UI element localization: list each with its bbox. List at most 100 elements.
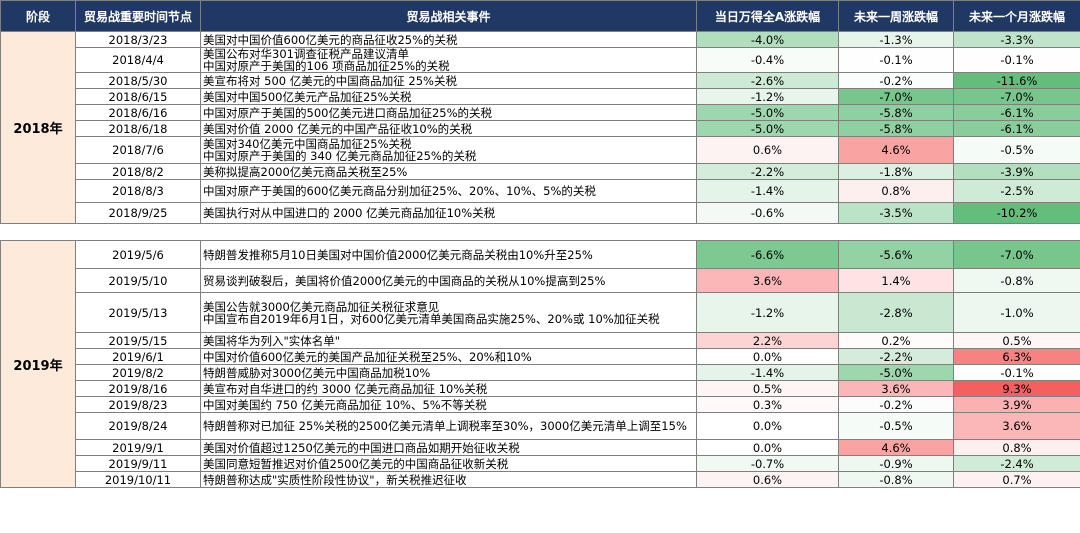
month-change-cell: 0.7% — [953, 471, 1080, 488]
month-change-cell: -6.1% — [953, 120, 1080, 137]
event-cell: 美国对中国500亿美元产品加征25%关税 — [200, 88, 697, 105]
event-cell: 美国公布对华301调查征税产品建议清单 中国对原产于美国的106 项商品加征25… — [200, 47, 697, 73]
table-row: 2018/5/30 美宣布将对 500 亿美元的中国商品加征 25%关税 -2.6%… — [1, 72, 1080, 89]
day-change-cell: 0.6% — [696, 471, 839, 488]
month-change-cell: -0.1% — [953, 47, 1080, 73]
week-change-cell: -0.8% — [838, 471, 954, 488]
week-change-cell: -5.0% — [838, 364, 954, 381]
table-row: 2018/7/6 美国对340亿美元中国商品加征25%关税 中国对原产于美国的 3… — [1, 136, 1080, 164]
week-change-cell: -0.2% — [838, 396, 954, 413]
week-change-cell: -5.6% — [838, 240, 954, 269]
table-row: 2019/8/16 美宣布对自华进口的约 3000 亿美元商品加征 10%关税 0.… — [1, 380, 1080, 397]
month-change-cell: -2.5% — [953, 179, 1080, 203]
month-change-cell: -2.4% — [953, 455, 1080, 472]
date-cell: 2019/8/16 — [75, 380, 201, 397]
week-change-cell: -1.8% — [838, 163, 954, 180]
day-change-cell: -5.0% — [696, 104, 839, 121]
month-change-cell: 6.3% — [953, 348, 1080, 365]
month-change-cell: 0.8% — [953, 439, 1080, 456]
header-day-change: 当日万得全A涨跌幅 — [696, 0, 839, 32]
header-month-change: 未来一个月涨跌幅 — [953, 0, 1080, 32]
day-change-cell: -2.6% — [696, 72, 839, 89]
event-cell: 特朗普称对已加征 25%关税的2500亿美元清单上调税率至30%，3000亿美元… — [200, 412, 697, 440]
table-row: 2019/9/1 美国对价值超过1250亿美元的中国进口商品如期开始征收关税 0.0… — [1, 439, 1080, 456]
event-cell: 美宣布对自华进口的约 3000 亿美元商品加征 10%关税 — [200, 380, 697, 397]
week-change-cell: 1.4% — [838, 268, 954, 293]
week-change-cell: -0.2% — [838, 72, 954, 89]
event-cell: 美国对价值 2000 亿美元的中国产品征收10%的关税 — [200, 120, 697, 137]
header-date: 贸易战重要时间节点 — [75, 0, 201, 32]
week-change-cell: -2.8% — [838, 292, 954, 333]
event-cell: 中国对美国约 750 亿美元商品加征 10%、5%不等关税 — [200, 396, 697, 413]
date-cell: 2018/6/15 — [75, 88, 201, 105]
month-change-cell: 3.9% — [953, 396, 1080, 413]
event-cell: 美国公告就3000亿美元商品加征关税征求意见 中国宣布自2019年6月1日，对6… — [200, 292, 697, 333]
date-cell: 2018/8/3 — [75, 179, 201, 203]
day-change-cell: 0.3% — [696, 396, 839, 413]
month-change-cell: -3.9% — [953, 163, 1080, 180]
day-change-cell: -0.4% — [696, 47, 839, 73]
date-cell: 2018/8/2 — [75, 163, 201, 180]
table-row: 2019/10/11 特朗普称达成"实质性阶段性协议"，新关税推迟征收 0.6% -0… — [1, 471, 1080, 488]
week-change-cell: 4.6% — [838, 439, 954, 456]
table-row: 2019/8/23 中国对美国约 750 亿美元商品加征 10%、5%不等关税 0.… — [1, 396, 1080, 413]
table-body: 2018年 2018/3/23 美国对中国价值600亿美元的商品征收25%的关税 -4… — [0, 31, 1080, 488]
table-row: 2019/5/10 贸易谈判破裂后，美国将价值2000亿美元的中国商品的关税从10… — [1, 268, 1080, 293]
table-row: 2018/6/16 中国对原产于美国的500亿美元进口商品加征25%的关税 -5.0… — [1, 104, 1080, 121]
table-row: 2019/5/15 美国将华为列入"实体名单" 2.2% 0.2% 0.5% — [1, 332, 1080, 349]
date-cell: 2019/6/1 — [75, 348, 201, 365]
event-cell: 美国同意短暂推迟对价值2500亿美元的中国商品征收新关税 — [200, 455, 697, 472]
week-change-cell: 0.2% — [838, 332, 954, 349]
date-cell: 2019/10/11 — [75, 471, 201, 488]
month-change-cell: -7.0% — [953, 240, 1080, 269]
month-change-cell: -0.8% — [953, 268, 1080, 293]
table-row: 2019/5/13 美国公告就3000亿美元商品加征关税征求意见 中国宣布自201… — [1, 292, 1080, 333]
day-change-cell: -1.2% — [696, 292, 839, 333]
date-cell: 2018/3/23 — [75, 31, 201, 48]
year-cell: 2019年 — [0, 240, 76, 488]
date-cell: 2019/5/15 — [75, 332, 201, 349]
event-cell: 美国对价值超过1250亿美元的中国进口商品如期开始征收关税 — [200, 439, 697, 456]
group-gap — [0, 223, 1080, 241]
week-change-cell: 0.8% — [838, 179, 954, 203]
event-cell: 美国将华为列入"实体名单" — [200, 332, 697, 349]
month-change-cell: -1.0% — [953, 292, 1080, 333]
year-cell: 2018年 — [0, 31, 76, 224]
month-change-cell: -6.1% — [953, 104, 1080, 121]
table-row: 2018/6/15 美国对中国500亿美元产品加征25%关税 -1.2% -7.0% -… — [1, 88, 1080, 105]
table-row: 2018/8/2 美称拟提高2000亿美元商品关税至25% -2.2% -1.8% -3… — [1, 163, 1080, 180]
day-change-cell: 0.0% — [696, 412, 839, 440]
month-change-cell: 0.5% — [953, 332, 1080, 349]
header-stage: 阶段 — [0, 0, 76, 32]
event-cell: 美宣布将对 500 亿美元的中国商品加征 25%关税 — [200, 72, 697, 89]
week-change-cell: -5.8% — [838, 104, 954, 121]
table-row: 2019/8/24 特朗普称对已加征 25%关税的2500亿美元清单上调税率至30… — [1, 412, 1080, 440]
table-row: 2018/4/4 美国公布对华301调查征税产品建议清单 中国对原产于美国的106… — [1, 47, 1080, 73]
month-change-cell: -3.3% — [953, 31, 1080, 48]
week-change-cell: -0.5% — [838, 412, 954, 440]
day-change-cell: 0.6% — [696, 136, 839, 164]
month-change-cell: -11.6% — [953, 72, 1080, 89]
month-change-cell: -10.2% — [953, 202, 1080, 224]
month-change-cell: 3.6% — [953, 412, 1080, 440]
date-cell: 2019/8/2 — [75, 364, 201, 381]
trade-war-table: 阶段 贸易战重要时间节点 贸易战相关事件 当日万得全A涨跌幅 未来一周涨跌幅 未… — [0, 0, 1080, 488]
month-change-cell: -0.1% — [953, 364, 1080, 381]
week-change-cell: -7.0% — [838, 88, 954, 105]
date-cell: 2019/8/24 — [75, 412, 201, 440]
table-row: 2018年 2018/3/23 美国对中国价值600亿美元的商品征收25%的关税 -4… — [0, 31, 1080, 224]
event-cell: 美国执行对从中国进口的 2000 亿美元商品加征10%关税 — [200, 202, 697, 224]
date-cell: 2018/7/6 — [75, 136, 201, 164]
date-cell: 2019/5/10 — [75, 268, 201, 293]
header-event: 贸易战相关事件 — [200, 0, 697, 32]
month-change-cell: -7.0% — [953, 88, 1080, 105]
header-week-change: 未来一周涨跌幅 — [838, 0, 954, 32]
day-change-cell: -1.4% — [696, 364, 839, 381]
day-change-cell: -4.0% — [696, 31, 839, 48]
event-cell: 特朗普发推称5月10日美国对中国价值2000亿美元商品关税由10%升至25% — [200, 240, 697, 269]
day-change-cell: -2.2% — [696, 163, 839, 180]
date-cell: 2018/6/16 — [75, 104, 201, 121]
event-cell: 中国对原产于美国的500亿美元进口商品加征25%的关税 — [200, 104, 697, 121]
day-change-cell: 0.5% — [696, 380, 839, 397]
date-cell: 2019/9/1 — [75, 439, 201, 456]
